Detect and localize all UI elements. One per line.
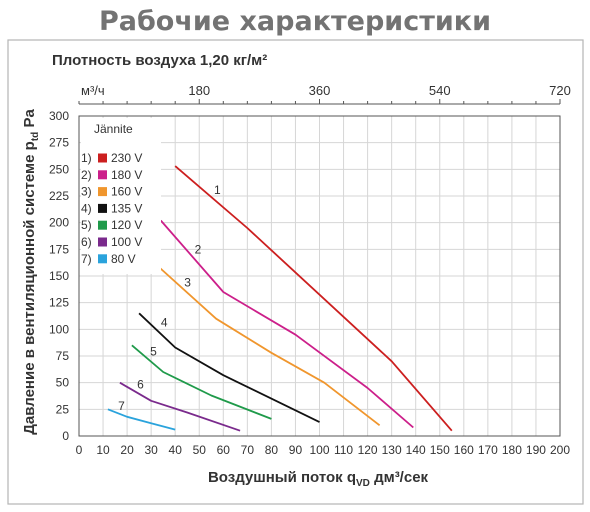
series-label-3: 3	[184, 275, 191, 289]
x-tick-label: 120	[358, 443, 378, 457]
series-layer: 1 2 3 4 5 67	[107, 165, 453, 432]
y-tick-label: 150	[49, 269, 69, 283]
series-label-5: 5	[150, 345, 157, 359]
legend-swatch-6	[98, 237, 107, 247]
x-axis-label-main: Воздушный поток q	[208, 469, 356, 486]
chart-title: Рабочие характеристики	[99, 6, 491, 37]
top-axis-tick-label: 360	[309, 83, 331, 98]
x-tick-label: 150	[430, 443, 450, 457]
legend-swatch-3	[98, 187, 107, 197]
y-tick-label: 275	[49, 136, 69, 150]
x-tick-label: 100	[309, 443, 329, 457]
x-tick-label: 20	[120, 443, 134, 457]
x-tick-label: 190	[526, 443, 546, 457]
legend-entry-1: 230 V	[111, 151, 142, 165]
top-axis-tick-label: 540	[429, 83, 451, 98]
y-tick-label: 250	[49, 162, 69, 176]
legend-marker-3: 3)	[81, 185, 92, 199]
legend-title: Jännite	[94, 122, 133, 136]
series-line-6	[119, 381, 241, 432]
y-tick-label: 300	[49, 109, 69, 123]
air-density-subtitle: Плотность воздуха 1,20 кг/м²	[52, 52, 267, 69]
top-axis-tick-label: 180	[188, 83, 210, 98]
legend-swatch-5	[98, 220, 107, 230]
x-axis-label: Воздушный поток qVD дм³/сек	[208, 469, 429, 489]
x-tick-label: 70	[241, 443, 255, 457]
x-tick-label: 200	[550, 443, 570, 457]
y-tick-label: 125	[49, 296, 69, 310]
legend-marker-4: 4)	[81, 201, 92, 215]
series-line-5	[131, 344, 272, 420]
series-line-2	[160, 219, 414, 429]
legend-background	[81, 118, 161, 274]
x-tick-label: 130	[382, 443, 402, 457]
y-tick-label: 50	[56, 376, 70, 390]
y-axis-label: Давление в вентиляционной системе ptd Pa	[21, 109, 41, 435]
y-tick-label: 25	[56, 402, 70, 416]
legend-entry-6: 100 V	[111, 235, 142, 249]
series-line-3	[150, 259, 381, 427]
legend-entry-3: 160 V	[111, 185, 142, 199]
series-label-2: 2	[195, 242, 202, 256]
legend-marker-7: 7)	[81, 252, 92, 266]
legend-entry-7: 80 V	[111, 252, 136, 266]
legend-swatch-1	[98, 153, 107, 163]
x-tick-label: 90	[289, 443, 303, 457]
x-tick-label: 50	[193, 443, 207, 457]
legend-swatch-7	[98, 254, 107, 264]
series-line-7	[107, 408, 176, 431]
plot-area-border	[78, 115, 561, 437]
legend-marker-2: 2)	[81, 168, 92, 182]
x-tick-label: 170	[478, 443, 498, 457]
y-tick-label: 200	[49, 216, 69, 230]
x-tick-label: 110	[334, 443, 353, 457]
y-tick-label: 100	[49, 322, 69, 336]
legend-entry-5: 120 V	[111, 218, 142, 232]
chart-frame	[7, 39, 584, 505]
y-axis-label-unit: Pa	[21, 109, 38, 132]
legend-marker-5: 5)	[81, 218, 92, 232]
x-tick-label: 160	[454, 443, 474, 457]
y-tick-label: 175	[49, 242, 69, 256]
x-tick-label: 80	[265, 443, 279, 457]
series-label-1: 1	[214, 183, 221, 197]
x-tick-label: 140	[406, 443, 426, 457]
legend-swatch-2	[98, 170, 107, 180]
x-tick-label: 60	[217, 443, 231, 457]
legend-swatch-4	[98, 203, 107, 213]
series-label-4: 4	[161, 315, 168, 329]
x-tick-label: 0	[76, 443, 83, 457]
y-axis-label-subscript: td	[30, 132, 41, 141]
y-tick-label: 0	[62, 429, 69, 443]
x-tick-label: 180	[502, 443, 522, 457]
x-tick-label: 30	[144, 443, 158, 457]
y-axis-label-main: Давление в вентиляционной системе p	[21, 141, 38, 435]
series-label-7: 7	[118, 399, 125, 413]
x-tick-label: 40	[169, 443, 183, 457]
axes: 0 10 20 30 40 50 60 70 80 90 100 110 120 130 140 150 160…	[49, 83, 571, 457]
series-line-4	[138, 312, 320, 423]
series-line-1	[174, 165, 453, 432]
x-axis-label-unit: дм³/сек	[370, 469, 429, 486]
legend-entry-2: 180 V	[111, 168, 142, 182]
x-axis-label-subscript: VD	[356, 478, 370, 489]
x-tick-label: 10	[96, 443, 110, 457]
y-tick-label: 75	[56, 349, 70, 363]
legend-marker-1: 1)	[81, 151, 92, 165]
legend: Jännite 1) 230 V 2) 180 V 3) 160 V 4) 135 V 5) 120…	[81, 118, 161, 274]
y-tick-label: 225	[49, 189, 69, 203]
legend-entry-4: 135 V	[111, 201, 142, 215]
top-axis-unit: м³/ч	[81, 83, 105, 98]
legend-marker-6: 6)	[81, 235, 92, 249]
series-label-6: 6	[137, 378, 144, 392]
top-axis-tick-label: 720	[549, 83, 571, 98]
